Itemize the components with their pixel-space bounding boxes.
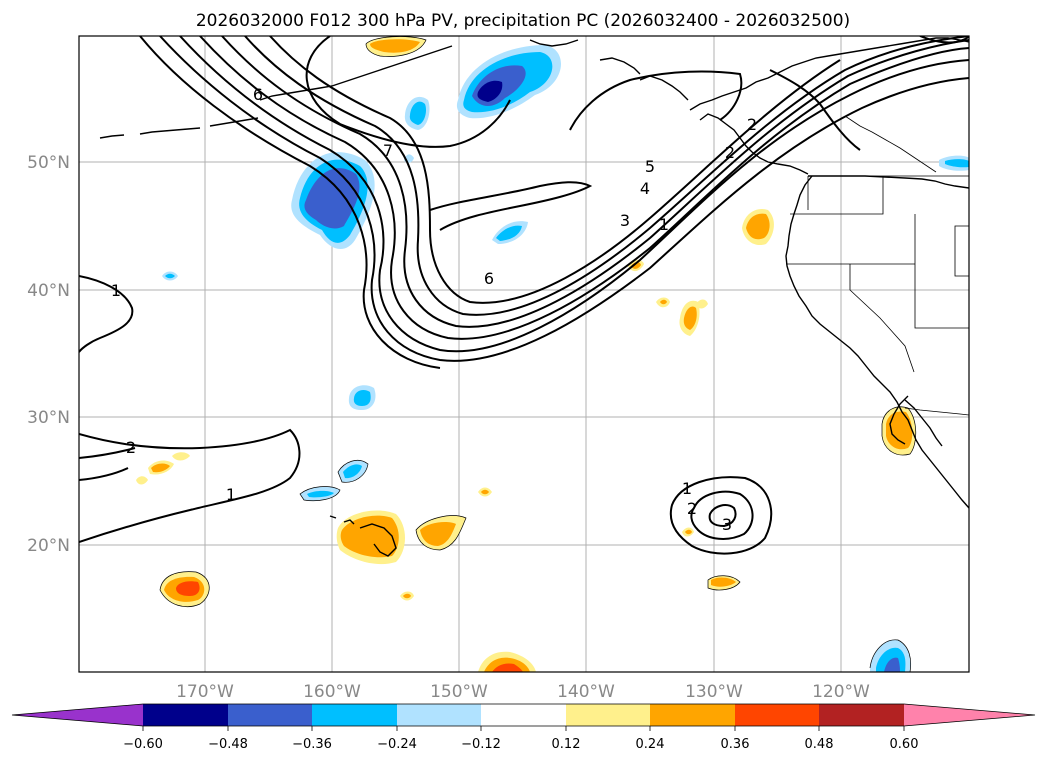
lon-label: 170°W [176, 682, 234, 702]
colorbar-segment [819, 704, 904, 726]
colorbar-under-extension [12, 704, 143, 726]
pv-label: 6 [484, 269, 494, 288]
lon-label: 120°W [812, 682, 870, 702]
colorbar-ticks [142, 726, 905, 731]
political-borders [786, 115, 969, 416]
colorbar-tick-label: −0.36 [292, 737, 332, 752]
positive-precip-shading [136, 36, 916, 672]
pv-label: 1 [682, 479, 692, 498]
colorbar-tick-label: 0.60 [890, 737, 919, 752]
latitude-labels: 50°N 40°N 30°N 20°N [27, 153, 70, 556]
colorbar-tick-label: 0.12 [552, 737, 581, 752]
pv-label: 2 [725, 143, 735, 162]
colorbar-tick-label: −0.24 [377, 737, 417, 752]
pv-label: 7 [383, 141, 393, 160]
lat-label: 50°N [27, 153, 70, 173]
colorbar-segment [397, 704, 481, 726]
map-frame [78, 35, 970, 673]
colorbar-tick-label: 0.36 [721, 737, 750, 752]
lat-label: 40°N [27, 281, 70, 301]
colorbar-segment [312, 704, 397, 726]
colorbar-tick-label: −0.12 [461, 737, 501, 752]
pv-label: 2 [687, 499, 697, 518]
gridlines [79, 36, 969, 672]
pv-label: 2 [747, 115, 757, 134]
colorbar-tick-label: −0.48 [208, 737, 248, 752]
precip-outlines [159, 36, 917, 672]
lon-label: 150°W [430, 682, 488, 702]
colorbar-tick-label: 0.24 [636, 737, 665, 752]
colorbar-segment [566, 704, 650, 726]
map-background [79, 36, 969, 672]
lat-label: 20°N [27, 536, 70, 556]
pv-label: 6 [253, 85, 263, 104]
colorbar-segment [143, 704, 228, 726]
colorbar: −0.60 −0.48 −0.36 −0.24 −0.12 0.12 0.24 … [11, 703, 1036, 752]
lat-label: 30°N [27, 408, 70, 428]
colorbar-segment [650, 704, 735, 726]
pv-label: 5 [645, 157, 655, 176]
colorbar-segment [228, 704, 312, 726]
colorbar-segment [735, 704, 819, 726]
figure-title: 2026032000 F012 300 hPa PV, precipitatio… [196, 11, 850, 31]
colorbar-tick-label: 0.48 [805, 737, 834, 752]
pv-label: 1 [226, 485, 236, 504]
pv-label: 3 [620, 211, 630, 230]
pv-contours [79, 36, 969, 555]
pv-label: 1 [111, 281, 121, 300]
pv-label: 3 [722, 515, 732, 534]
pv-contour-labels: 6 7 1 5 4 3 1 2 6 1 1 2 3 2 2 [111, 85, 757, 534]
negative-precip-shading [162, 45, 969, 672]
colorbar-over-extension [904, 704, 1035, 726]
map-panel: 6 7 1 5 4 3 1 2 6 1 1 2 3 2 2 [78, 35, 970, 673]
lon-label: 130°W [685, 682, 743, 702]
colorbar-segment [481, 704, 566, 726]
pv-label: 4 [640, 179, 650, 198]
lon-label: 160°W [303, 682, 361, 702]
lon-label: 140°W [557, 682, 615, 702]
pv-label: 1 [659, 215, 669, 234]
pv-label: 2 [126, 438, 136, 457]
colorbar-tick-label: −0.60 [123, 737, 163, 752]
longitude-labels: 170°W 160°W 150°W 140°W 130°W 120°W [176, 682, 870, 702]
